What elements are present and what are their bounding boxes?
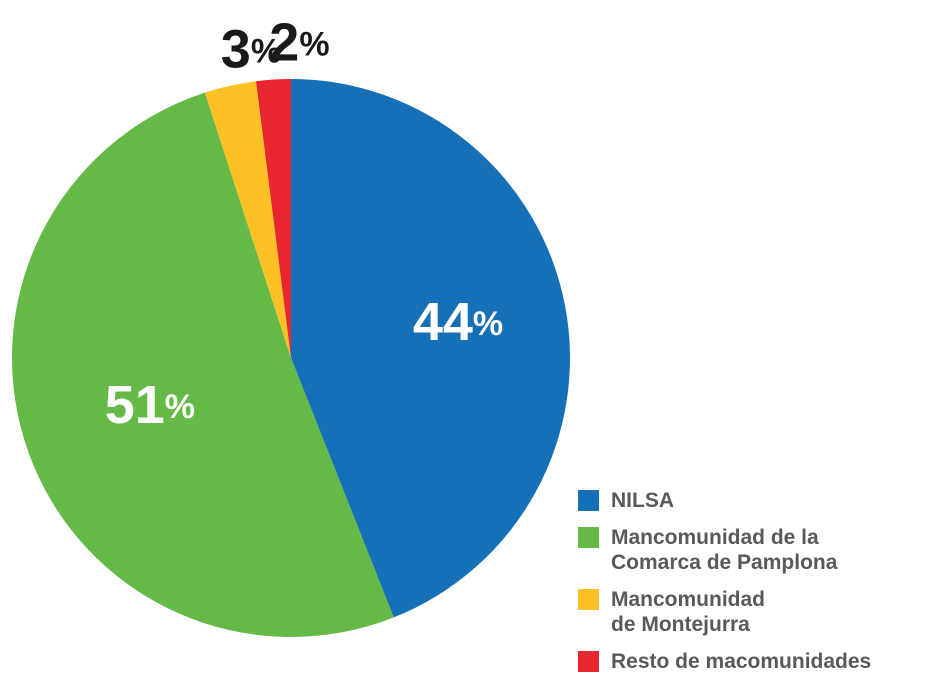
legend: NILSA Mancomunidad de la Comarca de Pampl… [578,488,930,686]
legend-label: NILSA [611,489,674,512]
pie-slice [204,81,291,358]
legend-swatch [578,527,599,548]
legend-swatch [578,651,599,672]
legend-item: Mancomunidad de Montejurra [578,587,930,637]
legend-item: Resto de macomunidades [578,649,930,674]
data-label: 44% [413,292,503,352]
legend-label: Mancomunidad de Montejurra [611,588,766,636]
data-label: 3% [221,20,281,80]
legend-label: Resto de macomunidades [611,650,872,673]
data-label: 51% [105,375,195,435]
legend-swatch [578,589,599,610]
pie-slice [11,92,394,638]
pie-slice [291,79,571,618]
legend-swatch [578,490,599,511]
data-label: 2% [269,13,329,73]
legend-label: Mancomunidad de la Comarca de Pamplona [611,526,838,574]
legend-item: NILSA [578,488,930,513]
legend-item: Mancomunidad de la Comarca de Pamplona [578,525,930,575]
pie-slice [256,79,291,358]
